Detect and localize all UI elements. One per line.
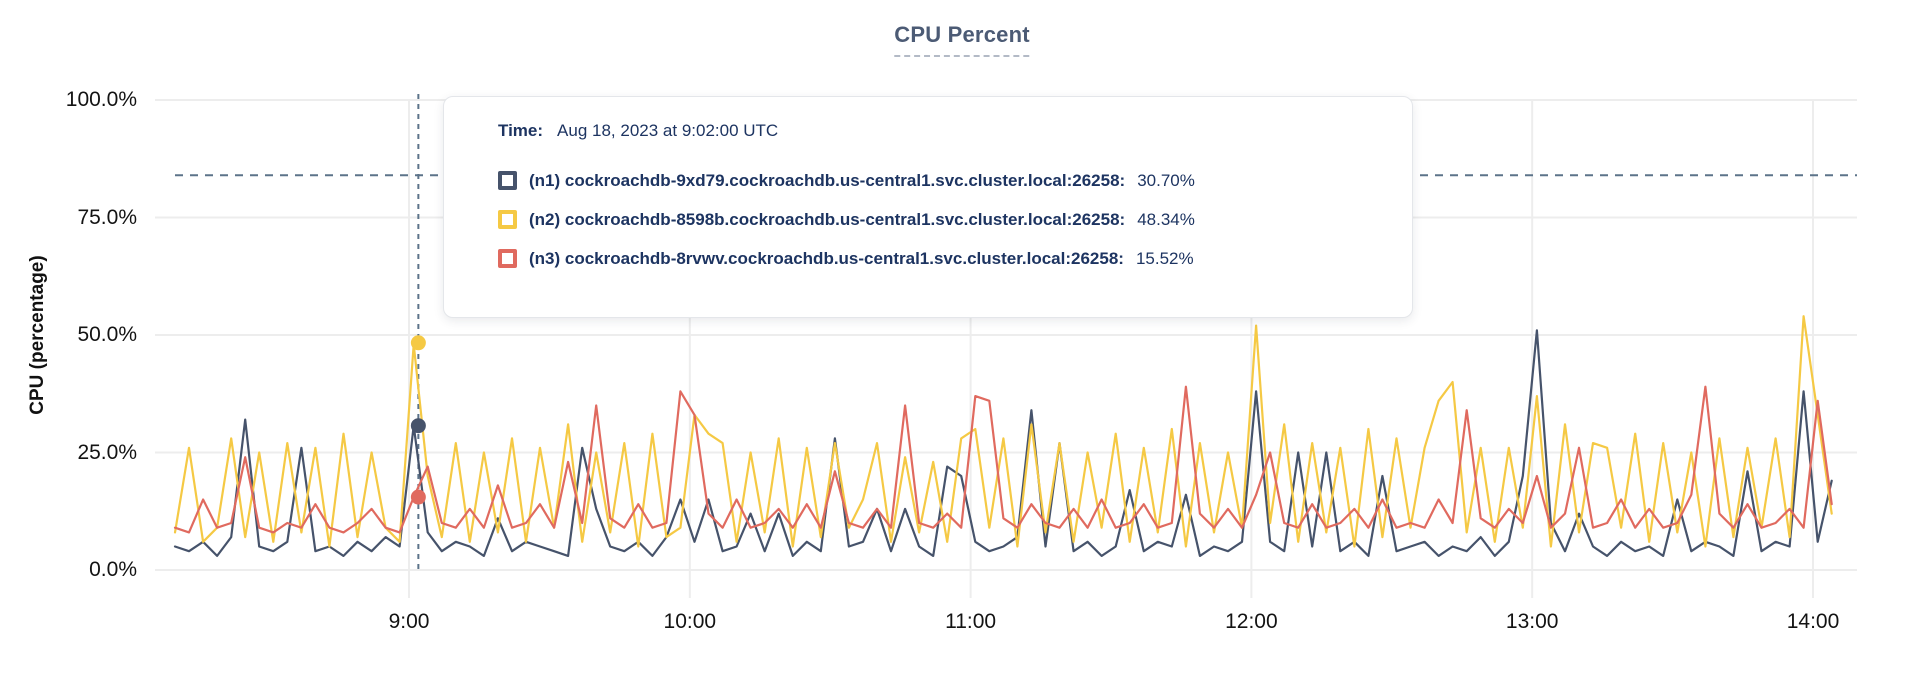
tooltip-row-n1: (n1) cockroachdb-9xd79.cockroachdb.us-ce…: [498, 161, 1412, 200]
x-tick-label: 14:00: [1786, 610, 1840, 633]
y-tick-label: 100.0%: [65, 88, 137, 111]
tooltip-row-name: (n3) cockroachdb-8rvwv.cockroachdb.us-ce…: [529, 248, 1124, 268]
hover-point-n3: [410, 489, 426, 505]
tooltip-row-value: 48.34%: [1137, 209, 1195, 229]
y-tick-label: 75.0%: [77, 205, 137, 229]
chart-tooltip: Time: Aug 18, 2023 at 9:02:00 UTC (n1) c…: [443, 96, 1413, 318]
tooltip-row-n3: (n3) cockroachdb-8rvwv.cockroachdb.us-ce…: [498, 239, 1412, 278]
chart-title: CPU Percent: [894, 22, 1030, 57]
series-n2-swatch-icon: [498, 210, 517, 229]
series-n1-swatch-icon: [498, 171, 517, 190]
series-line-n2: [173, 315, 1833, 548]
x-tick-label: 12:00: [1225, 610, 1278, 633]
tooltip-time-label: Time:: [498, 121, 544, 140]
x-tick-label: 9:00: [388, 610, 430, 633]
tooltip-time-value: Aug 18, 2023 at 9:02:00 UTC: [557, 121, 779, 140]
series-line-n1: [173, 329, 1833, 558]
x-tick-label: 11:00: [945, 610, 997, 633]
y-tick-label: 0.0%: [89, 558, 137, 581]
x-tick-label: 10:00: [663, 610, 717, 633]
hover-point-n2: [410, 335, 426, 351]
tooltip-row-value: 15.52%: [1135, 248, 1194, 268]
x-tick-label: 13:00: [1505, 610, 1559, 633]
tooltip-row-value: 30.70%: [1137, 170, 1195, 190]
tooltip-row-name: (n2) cockroachdb-8598b.cockroachdb.us-ce…: [529, 209, 1126, 229]
series-line-n3: [173, 385, 1833, 534]
y-tick-label: 50.0%: [77, 323, 137, 346]
tooltip-row-name: (n1) cockroachdb-9xd79.cockroachdb.us-ce…: [529, 170, 1126, 190]
series-n3-swatch-icon: [498, 249, 517, 268]
tooltip-time-row: Time: Aug 18, 2023 at 9:02:00 UTC: [498, 121, 1412, 141]
y-tick-label: 25.0%: [77, 440, 137, 464]
hover-point-n1: [410, 418, 426, 434]
tooltip-row-n2: (n2) cockroachdb-8598b.cockroachdb.us-ce…: [498, 200, 1412, 239]
